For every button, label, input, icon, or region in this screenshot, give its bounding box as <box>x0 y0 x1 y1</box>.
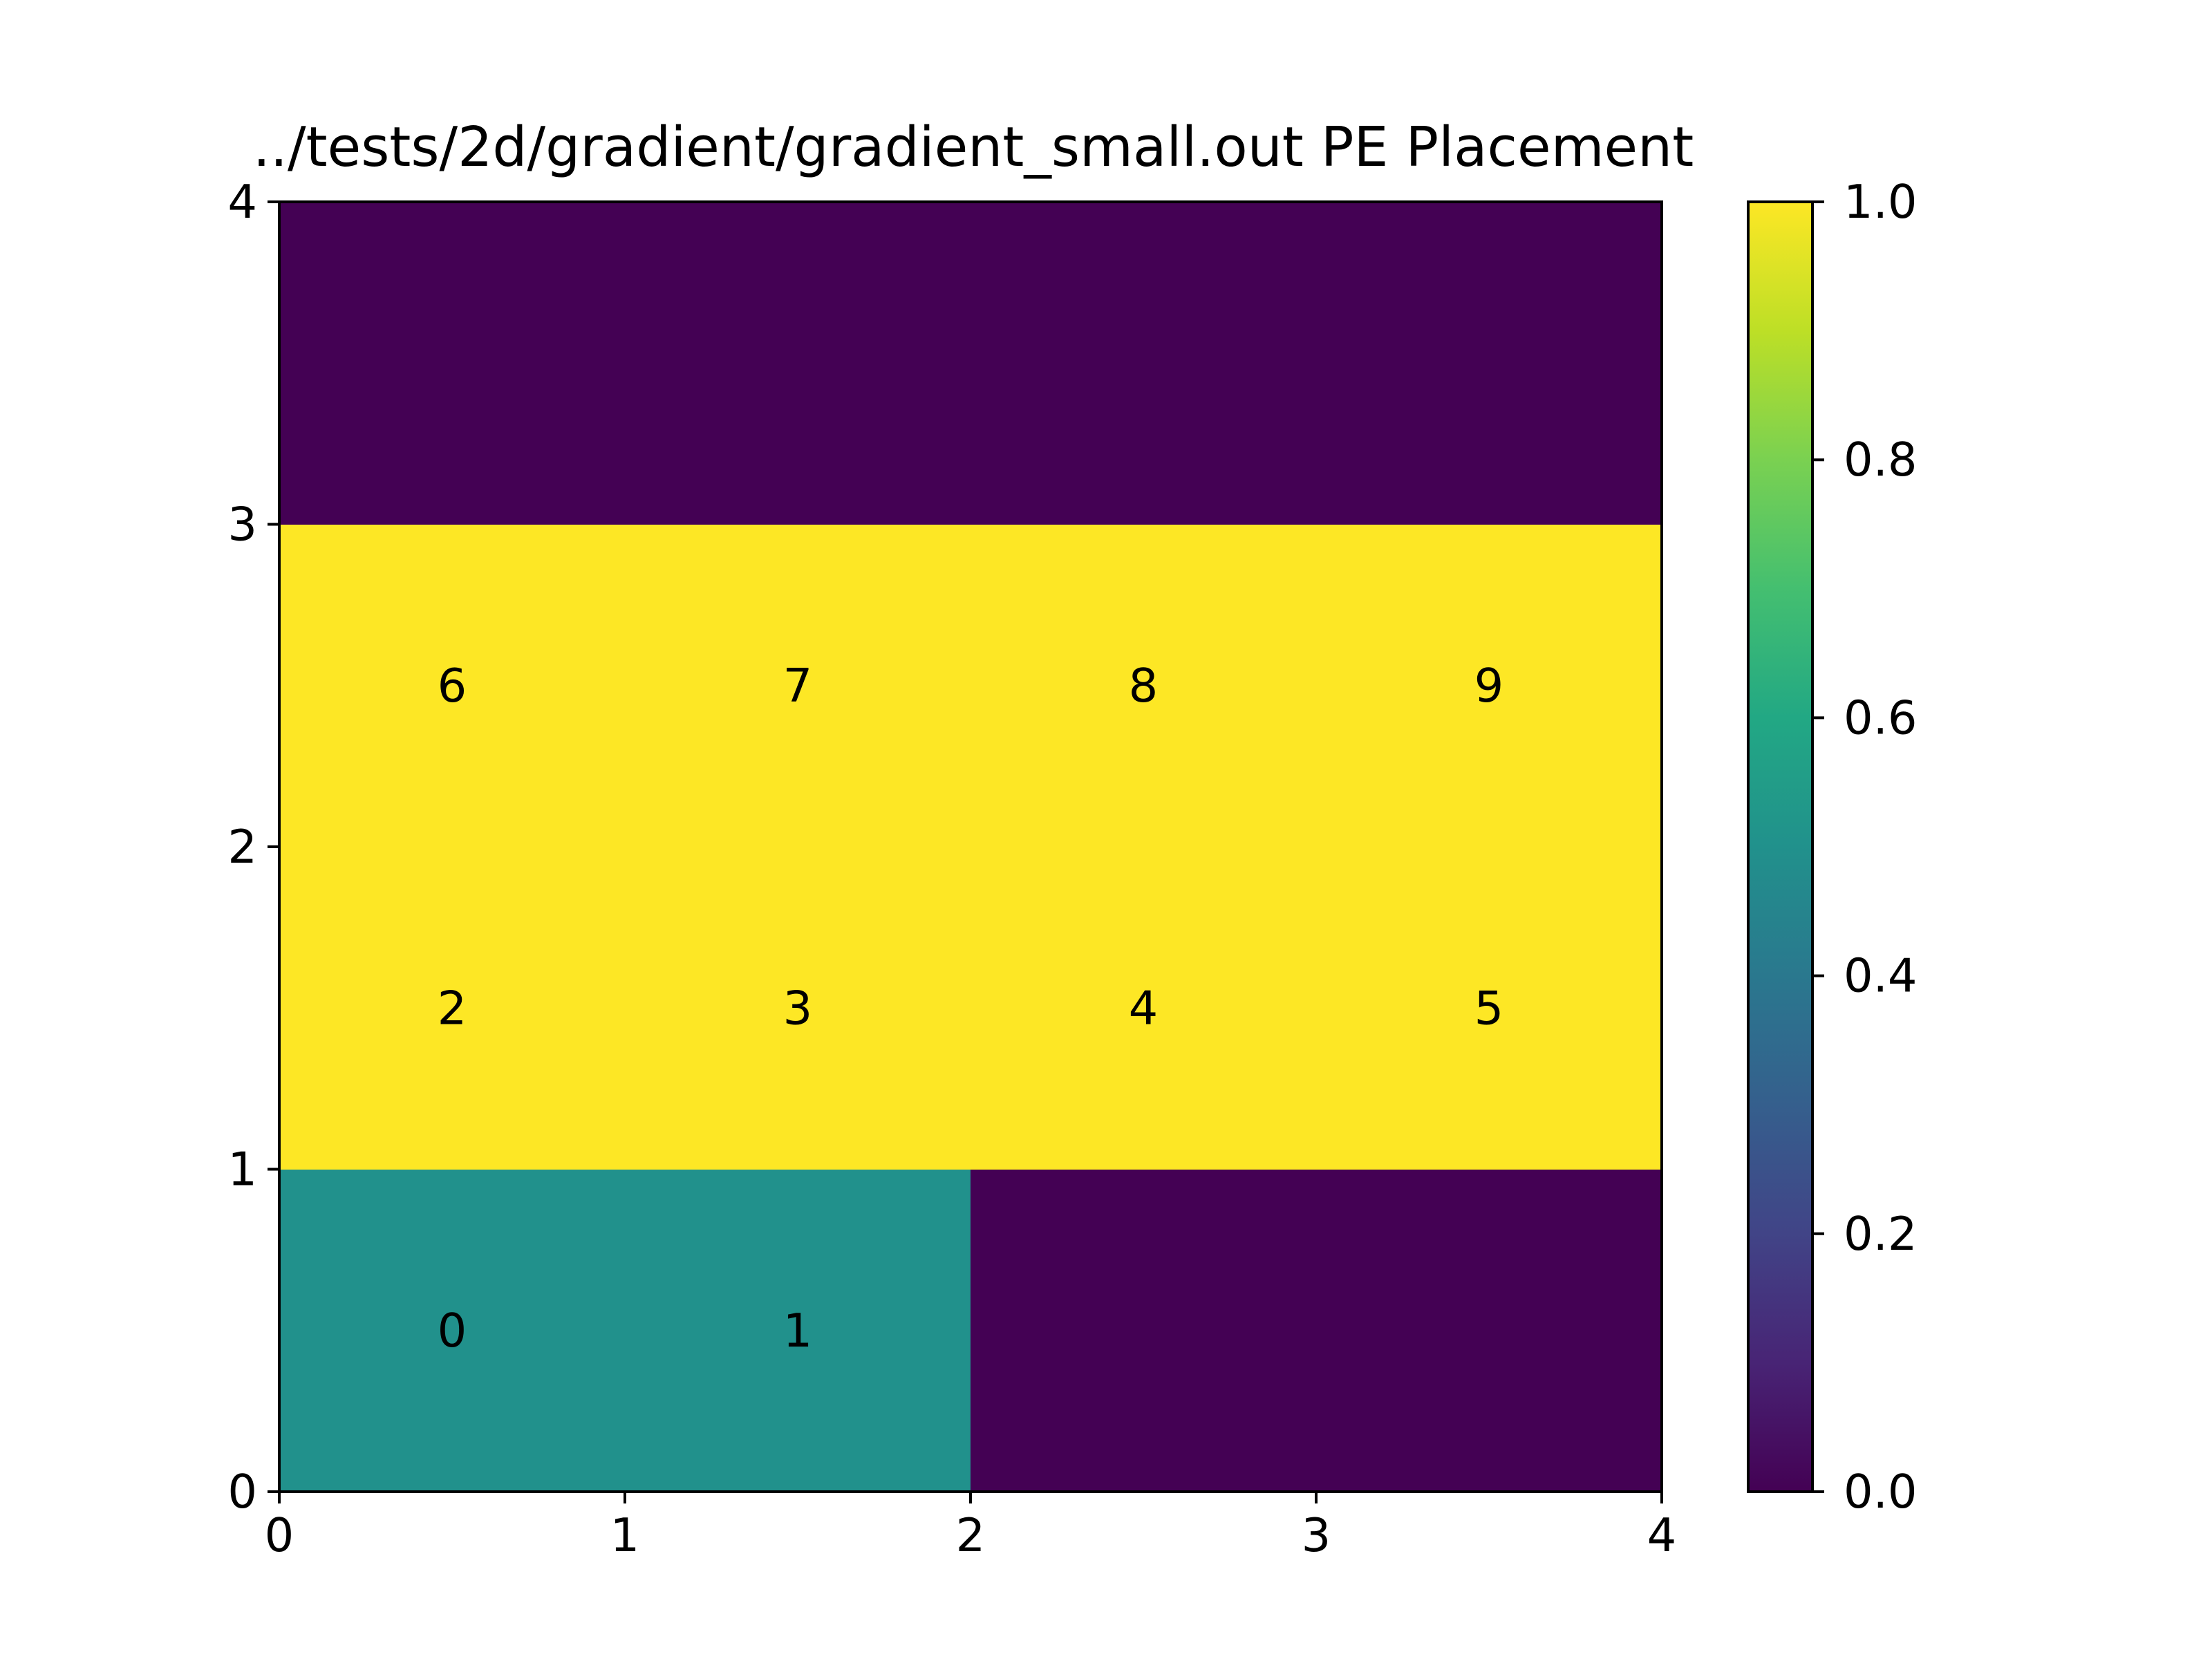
colorbar-tick-label: 0.6 <box>1844 691 1918 744</box>
heatmap-cell <box>971 524 1317 847</box>
cell-label: 8 <box>1129 659 1159 713</box>
x-tick-label: 0 <box>265 1508 294 1562</box>
heatmap-cell <box>1316 1169 1662 1492</box>
x-tick-label: 2 <box>956 1508 986 1562</box>
heatmap-cell <box>279 847 626 1170</box>
colorbar-tick-label: 1.0 <box>1844 175 1918 229</box>
y-tick-label: 1 <box>227 1143 257 1197</box>
x-axis: 0 1 2 3 4 <box>265 1492 1677 1562</box>
chart-title: ../tests/2d/gradient/gradient_small.out … <box>253 115 1694 179</box>
heatmap-cells <box>279 202 1662 1492</box>
y-tick-label: 0 <box>227 1465 257 1519</box>
colorbar-frame <box>1747 200 1814 1493</box>
cell-label: 1 <box>783 1304 813 1358</box>
cell-label: 2 <box>438 981 467 1035</box>
cell-label: 6 <box>438 659 467 713</box>
heatmap-cell <box>1316 202 1662 525</box>
colorbar-axis: 0.0 0.2 0.4 0.6 0.8 1.0 <box>1812 175 1918 1519</box>
cell-labels: 0 1 2 3 4 5 6 7 8 9 <box>438 659 1504 1358</box>
x-tick-label: 4 <box>1647 1508 1677 1562</box>
heatmap-cell <box>971 202 1317 525</box>
colorbar-tick-label: 0.0 <box>1844 1465 1918 1519</box>
cell-label: 5 <box>1474 981 1504 1035</box>
heatmap-cell <box>279 1169 626 1492</box>
heatmap-cell <box>971 847 1317 1170</box>
cell-label: 7 <box>783 659 813 713</box>
cell-label: 9 <box>1474 659 1504 713</box>
y-axis: 0 1 2 3 4 <box>227 175 279 1519</box>
colorbar-tick-label: 0.8 <box>1844 433 1918 487</box>
cell-label: 0 <box>438 1304 467 1358</box>
heatmap-cell <box>279 524 626 847</box>
y-tick-label: 3 <box>227 498 257 552</box>
cell-label: 3 <box>783 981 813 1035</box>
heatmap-cell <box>625 202 971 525</box>
colorbar-tick-label: 0.2 <box>1844 1207 1918 1261</box>
x-tick-label: 1 <box>610 1508 640 1562</box>
x-tick-label: 3 <box>1302 1508 1331 1562</box>
heatmap-cell <box>625 1169 971 1492</box>
heatmap-cell <box>625 847 971 1170</box>
colorbar-tick-label: 0.4 <box>1844 949 1918 1003</box>
colorbar-gradient <box>1748 202 1812 1492</box>
heatmap-cell <box>625 524 971 847</box>
heatmap-cell <box>279 202 626 525</box>
cell-label: 4 <box>1129 981 1159 1035</box>
y-tick-label: 4 <box>227 175 257 229</box>
heatmap-cell <box>1316 524 1662 847</box>
y-tick-label: 2 <box>227 820 257 874</box>
heatmap-cell <box>971 1169 1317 1492</box>
heatmap-cell <box>1316 847 1662 1170</box>
